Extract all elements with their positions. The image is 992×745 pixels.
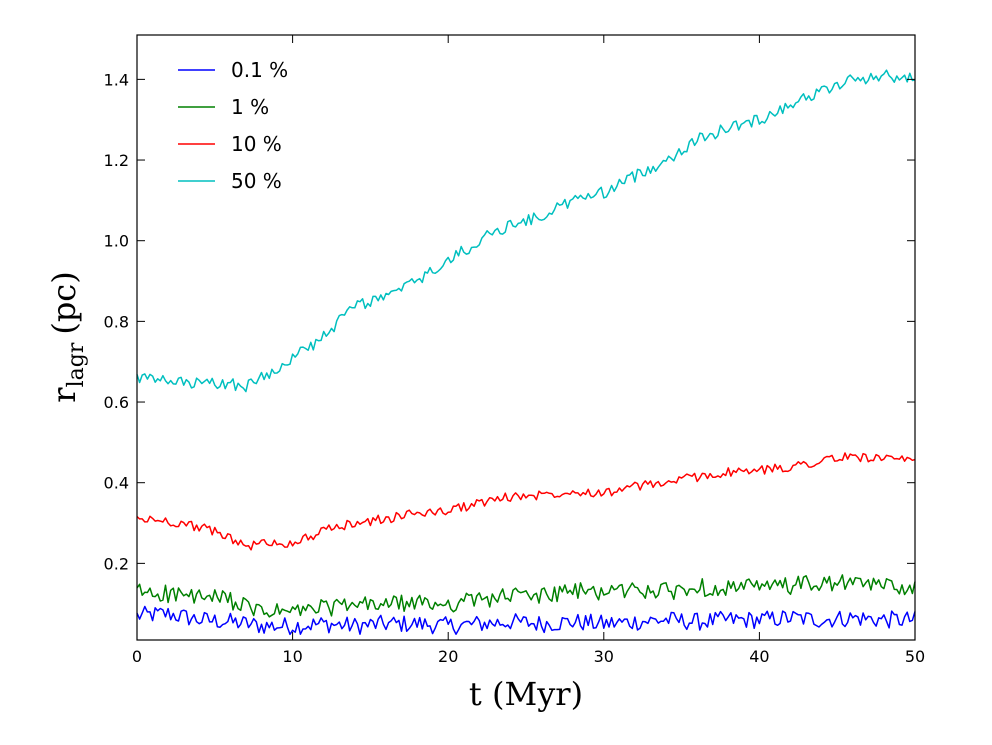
legend-label: 50 % [231,169,282,193]
x-axis-title: t (Myr) [469,675,583,713]
y-axis-title-subscript: lagr [64,342,89,387]
y-tick-label: 0.2 [104,554,129,573]
series-lines [136,69,916,636]
plot-frame [136,34,916,641]
x-tick-label: 30 [594,647,614,666]
y-tick-label: 0.8 [104,312,129,331]
x-tick-label: 10 [282,647,302,666]
y-tick-label: 0.6 [104,393,129,412]
series-line [136,605,916,636]
x-tick-label: 20 [438,647,458,666]
y-axis-title-main: r [45,387,83,403]
x-tick-label: 50 [905,647,925,666]
y-tick-label: 0.4 [104,474,129,493]
y-axis-title-unit: (pc) [45,271,83,334]
legend-label: 10 % [231,132,282,156]
axis-ticks: 0 10 20 30 40 50 0.2 0.4 0.6 0.8 1.0 1.2 1.4 [104,35,925,666]
x-tick-label: 40 [749,647,769,666]
y-axis-title: rlagr (pc) [45,271,89,402]
series-line [136,574,916,618]
series-line [136,69,916,393]
legend: 0.1 % 1 % 10 % 50 % [178,58,288,193]
x-tick-label: 0 [132,647,142,666]
legend-label: 0.1 % [231,58,288,82]
y-tick-label: 1.4 [104,70,129,89]
series-line [136,452,916,551]
legend-label: 1 % [231,95,269,119]
y-tick-label: 1.0 [104,232,129,251]
y-tick-label: 1.2 [104,151,129,170]
